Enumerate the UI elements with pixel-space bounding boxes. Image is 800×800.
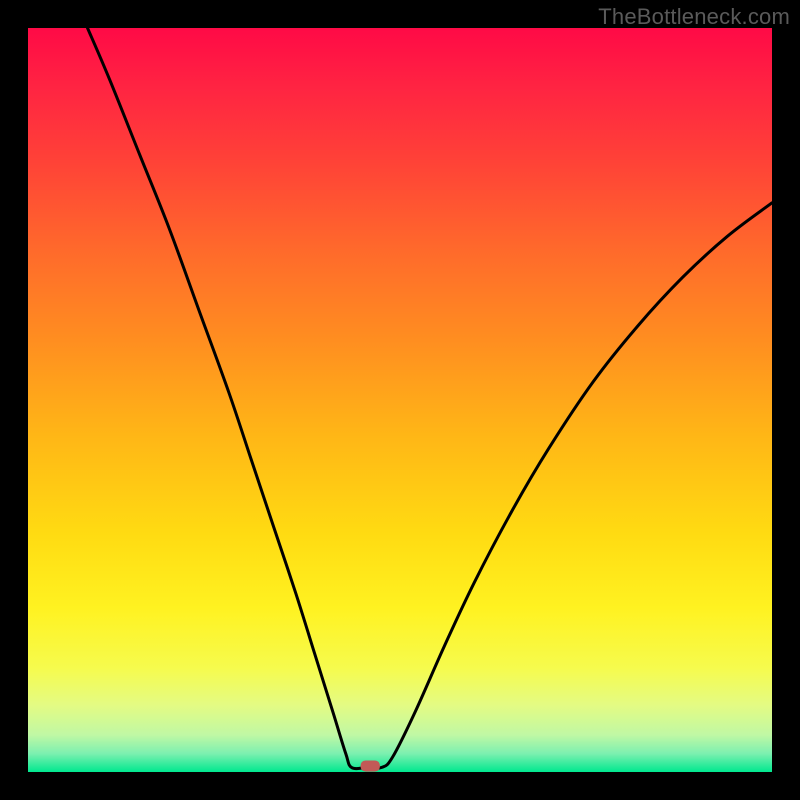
watermark-text: TheBottleneck.com (598, 4, 790, 30)
minimum-marker (361, 760, 380, 771)
bottleneck-chart (0, 0, 800, 800)
plot-background (28, 28, 772, 772)
